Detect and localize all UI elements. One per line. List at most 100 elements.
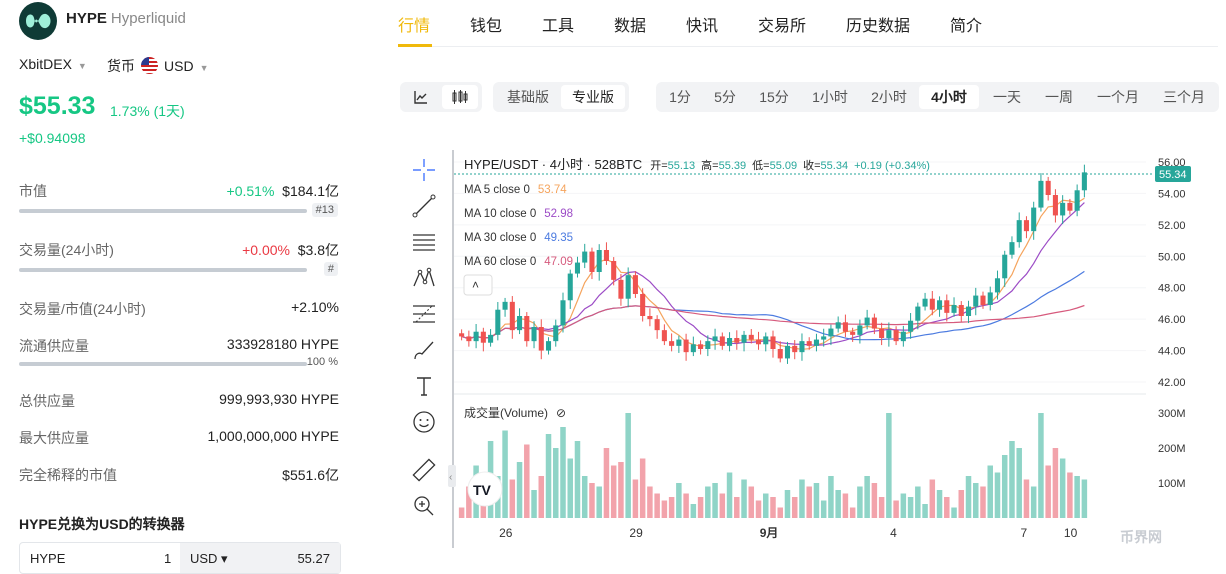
brush-tool[interactable] — [410, 336, 438, 364]
interval-1w[interactable]: 一周 — [1045, 89, 1073, 105]
crosshair-tool[interactable] — [410, 156, 438, 184]
price-axis-label: 50.00 — [1158, 251, 1186, 263]
volume-bar — [951, 507, 957, 518]
coin-symbol: HYPE — [66, 10, 107, 27]
candle-body — [495, 309, 501, 335]
volume-bar — [625, 413, 631, 518]
candle-body — [582, 251, 588, 263]
candle-body — [806, 341, 812, 346]
converter-to-section: USD ▾ 55.27 — [180, 543, 340, 573]
line-chart-button[interactable] — [404, 85, 438, 109]
converter-from-amount[interactable]: 1 — [164, 551, 172, 566]
pro-view-button[interactable]: 专业版 — [561, 85, 625, 109]
volume-bar — [1074, 476, 1080, 518]
ruler-icon — [412, 458, 436, 482]
max-supply-value: 1,000,000,000 HYPE — [207, 428, 339, 444]
volume-bar — [538, 476, 545, 518]
interval-3mo[interactable]: 三个月 — [1163, 89, 1205, 105]
candle-body — [698, 344, 704, 349]
candle-body — [517, 316, 523, 331]
vol-mcap-label: 交易量/市值(24小时) — [19, 301, 146, 317]
volume-bar — [893, 500, 899, 518]
volume-bar — [509, 479, 516, 518]
interval-1h[interactable]: 1小时 — [812, 89, 848, 105]
interval-2h[interactable]: 2小时 — [871, 89, 907, 105]
candle-body — [640, 294, 646, 316]
volume-bar — [676, 483, 682, 518]
caret-down-icon: ▼ — [77, 61, 87, 71]
tab-tools[interactable]: 工具 — [542, 18, 575, 35]
candle-body — [864, 317, 870, 326]
candle-body — [683, 339, 689, 353]
volume-bar — [661, 500, 668, 518]
candle-body — [719, 336, 725, 346]
chart-header: HYPE/USDT · 4小时 · 528BTC 开=55.13 高=55.39 低=… — [464, 157, 930, 172]
tab-intro[interactable]: 简介 — [950, 18, 983, 35]
fib-tool[interactable] — [410, 300, 438, 328]
volume-bar — [596, 486, 602, 518]
candle-body — [1038, 180, 1044, 208]
volume-bar — [784, 490, 791, 518]
candle-body — [632, 275, 638, 294]
basic-view-button[interactable]: 基础版 — [507, 89, 549, 105]
pattern-tool[interactable] — [410, 264, 438, 292]
candlestick-chart[interactable]: ‹ 56.0054.0052.0050.0048.0046.0044.0042.… — [398, 150, 1226, 563]
circulating-supply-pct: 100 % — [306, 356, 338, 368]
interval-5m[interactable]: 5分 — [714, 89, 736, 105]
coin-title: HYPE Hyperliquid — [66, 10, 186, 27]
candle-body — [850, 331, 856, 335]
currency-select[interactable]: 货币 USD ▼ — [107, 56, 208, 76]
line-chart-icon — [414, 91, 427, 104]
market-cap-value: $184.1亿 — [282, 183, 339, 199]
volume-bar — [19, 268, 307, 272]
smiley-icon — [413, 411, 435, 433]
tab-history[interactable]: 历史数据 — [846, 18, 911, 35]
candlestick-icon — [452, 90, 468, 104]
interval-15m[interactable]: 15分 — [759, 89, 789, 105]
measure-tool[interactable] — [410, 456, 438, 484]
market-cap-change: +0.51% — [226, 183, 275, 199]
volume-bar — [1030, 486, 1037, 518]
emoji-tool[interactable] — [410, 408, 438, 436]
volume-bar — [994, 472, 1001, 518]
candle-body — [958, 305, 964, 316]
trend-line-tool[interactable] — [410, 192, 438, 220]
converter-to-amount[interactable]: 55.27 — [297, 551, 330, 566]
volume-bar — [878, 497, 885, 518]
interval-1d[interactable]: 一天 — [993, 89, 1021, 105]
volume-bar — [726, 472, 733, 518]
converter: HYPE 1 USD ▾ 55.27 — [19, 542, 341, 574]
volume-bar — [1052, 448, 1059, 518]
tab-market[interactable]: 行情 — [398, 18, 431, 35]
volume-bar — [806, 486, 812, 518]
horizontal-lines-tool[interactable] — [410, 228, 438, 256]
candle-body — [618, 279, 624, 299]
circulating-supply-bar — [19, 362, 307, 366]
exchange-select[interactable]: XbitDEX ▼ — [19, 56, 87, 72]
interval-4h[interactable]: 4小时 — [919, 85, 979, 109]
text-tool[interactable] — [410, 372, 438, 400]
interval-1m[interactable]: 1分 — [669, 89, 691, 105]
candle-body — [748, 334, 754, 340]
tab-data[interactable]: 数据 — [614, 18, 647, 35]
interval-1mo[interactable]: 一个月 — [1097, 89, 1139, 105]
volume-bar — [965, 476, 972, 518]
collapse-legend-button[interactable] — [463, 274, 493, 296]
zoom-tool[interactable] — [410, 492, 438, 520]
candlestick-chart-button[interactable] — [442, 85, 478, 109]
tab-news[interactable]: 快讯 — [686, 18, 719, 35]
volume-bar — [690, 504, 697, 518]
candle-body — [922, 298, 928, 307]
candle-body — [871, 317, 877, 329]
volume-bar — [828, 476, 834, 518]
volume-bar — [777, 507, 783, 518]
tab-exchanges[interactable]: 交易所 — [758, 18, 807, 35]
candle-body — [654, 319, 660, 331]
collapse-toolbar-handle[interactable] — [448, 465, 456, 487]
converter-to-currency-select[interactable]: USD ▾ — [190, 551, 228, 566]
candle-body — [900, 331, 906, 342]
volume-bar — [907, 497, 914, 518]
candle-body — [596, 250, 602, 272]
tab-wallet[interactable]: 钱包 — [470, 18, 503, 35]
volume-bar — [980, 486, 986, 518]
